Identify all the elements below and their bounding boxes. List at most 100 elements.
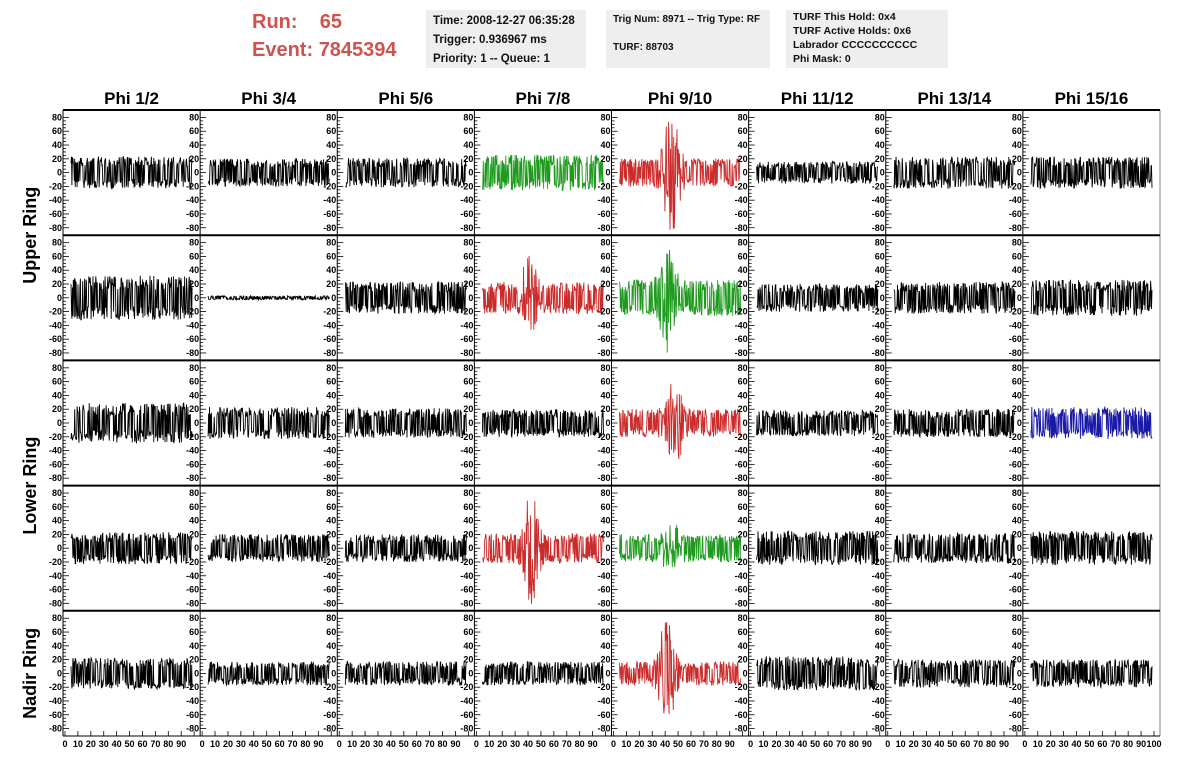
x-tick-label: 60 [686, 739, 696, 749]
y-tick-label: 60 [52, 251, 62, 261]
x-tick-label: 40 [249, 739, 259, 749]
y-tick-label: -20 [735, 181, 748, 191]
x-tick-label: 60 [1097, 739, 1107, 749]
y-tick-label: 80 [600, 112, 610, 122]
y-tick-label: -80 [323, 598, 336, 608]
y-tick-label: -80 [460, 223, 473, 233]
y-tick-label: 80 [875, 112, 885, 122]
y-tick-label: 0 [468, 543, 473, 553]
x-tick-label: 90 [862, 739, 872, 749]
y-tick-label: 40 [1012, 641, 1022, 651]
y-tick-label: 80 [52, 112, 62, 122]
y-tick-label: 20 [52, 279, 62, 289]
labrador-text: Labrador CCCCCCCCCC [793, 39, 918, 51]
y-tick-label: -20 [872, 432, 885, 442]
y-tick-label: -60 [323, 334, 336, 344]
y-tick-label: -40 [186, 320, 199, 330]
waveform-trace [893, 407, 1016, 439]
y-tick-label: 20 [1012, 655, 1022, 665]
y-tick-label: -20 [323, 181, 336, 191]
waveform-trace [893, 658, 1016, 689]
x-tick-label: 80 [575, 739, 585, 749]
column-title: Phi 7/8 [516, 89, 571, 108]
waveform-trace [619, 622, 742, 715]
x-tick-label: 50 [262, 739, 272, 749]
y-tick-label: -20 [460, 307, 473, 317]
y-tick-label: 0 [331, 418, 336, 428]
waveform-panel: 80 60 40 20 0 -20 -40 -60 -80 [323, 485, 467, 611]
x-tick-label: 40 [797, 739, 807, 749]
waveform-panel: 80 60 40 20 0 -20 -40 -60 -80 [323, 235, 467, 361]
y-tick-label: 40 [52, 641, 62, 651]
event-label: Event: [252, 39, 314, 61]
waveform-trace [345, 156, 467, 189]
y-tick-label: 60 [738, 627, 748, 637]
waveform-trace [1030, 405, 1153, 439]
y-tick-label: 20 [738, 655, 748, 665]
x-tick-label: 10 [896, 739, 906, 749]
waveform-trace [1030, 279, 1153, 316]
y-tick-label: -80 [1009, 348, 1022, 358]
y-tick-label: 0 [743, 168, 748, 178]
y-tick-label: 40 [738, 390, 748, 400]
x-tick-label: 20 [909, 739, 919, 749]
x-tick-label: 80 [849, 739, 859, 749]
y-tick-label: 0 [331, 168, 336, 178]
y-tick-label: 0 [194, 418, 199, 428]
y-tick-label: -20 [872, 307, 885, 317]
y-tick-label: -40 [735, 696, 748, 706]
event-row: Event: 7845394 [252, 36, 397, 64]
y-tick-label: 40 [875, 641, 885, 651]
waveform-panel: 80 60 40 20 0 -20 -40 -60 -80 [1009, 235, 1153, 361]
x-tick-label: 70 [973, 739, 983, 749]
waveform-panel: 80 60 40 20 0 -20 -40 -60 -80 [597, 610, 742, 736]
run-row: Run: 65 [252, 8, 397, 36]
y-tick-label: 80 [326, 488, 336, 498]
y-tick-label: -80 [872, 223, 885, 233]
waveform-panel: 80 60 40 20 0 -20 -40 -60 -80 [735, 110, 879, 236]
y-tick-label: 0 [194, 168, 199, 178]
y-tick-label: -80 [186, 724, 199, 734]
y-tick-label: -80 [735, 598, 748, 608]
y-tick-label: 60 [1012, 502, 1022, 512]
x-tick-label: 90 [313, 739, 323, 749]
y-tick-label: 80 [738, 112, 748, 122]
y-tick-label: 20 [600, 655, 610, 665]
y-tick-label: -80 [186, 473, 199, 483]
y-tick-label: -20 [186, 181, 199, 191]
waveform-trace [1030, 156, 1153, 190]
y-tick-label: -40 [597, 571, 610, 581]
turf-info-box: TURF This Hold: 0x4 TURF Active Holds: 0… [786, 10, 948, 68]
y-tick-label: 20 [600, 279, 610, 289]
y-tick-label: 60 [52, 377, 62, 387]
y-tick-label: 0 [1017, 418, 1022, 428]
y-tick-label: 0 [605, 543, 610, 553]
waveform-trace [70, 531, 193, 565]
y-tick-label: -20 [49, 682, 62, 692]
y-tick-label: -40 [1009, 195, 1022, 205]
y-tick-label: -60 [460, 334, 473, 344]
y-tick-label: 20 [738, 529, 748, 539]
x-tick-label: 0 [611, 739, 616, 749]
y-tick-label: -80 [735, 348, 748, 358]
waveform-panel: 80 60 40 20 0 -20 -40 -60 -80 [460, 110, 604, 236]
y-tick-label: 80 [875, 238, 885, 248]
turf-active-text: TURF Active Holds: 0x6 [793, 25, 912, 37]
y-tick-label: 0 [743, 668, 748, 678]
y-tick-label: -40 [735, 571, 748, 581]
y-tick-label: -80 [872, 348, 885, 358]
x-tick-label: 40 [386, 739, 396, 749]
waveform-trace [70, 401, 193, 445]
y-tick-label: 0 [880, 293, 885, 303]
y-tick-label: 60 [52, 627, 62, 637]
waveform-trace [344, 280, 467, 316]
y-tick-label: 40 [738, 265, 748, 275]
waveform-panel: 80 60 40 20 0 -20 -40 -60 -80 [735, 485, 879, 611]
waveform-trace [344, 660, 467, 686]
y-tick-label: -60 [460, 585, 473, 595]
y-tick-label: 40 [1012, 265, 1022, 275]
waveform-panel: 80 60 40 20 0 -20 -40 -60 -80 [49, 235, 193, 361]
y-tick-label: -40 [186, 571, 199, 581]
waveform-panel: 80 60 40 20 0 -20 -40 -60 -80 [186, 110, 330, 236]
waveform-trace [1030, 658, 1153, 690]
